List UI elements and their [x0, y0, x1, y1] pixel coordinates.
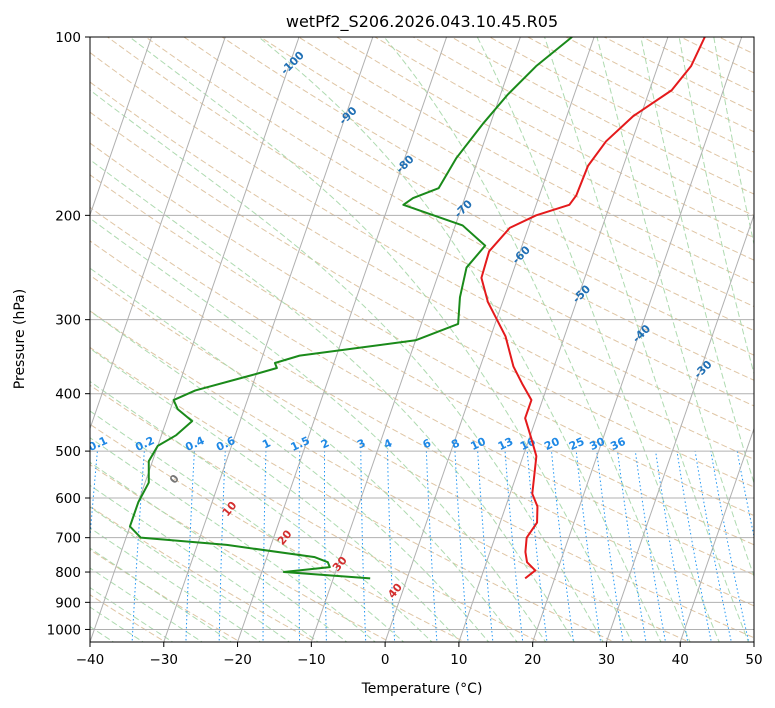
x-tick-label: 30 [598, 652, 615, 668]
isotherm [90, 37, 300, 642]
mixing-ratio-line [360, 451, 367, 642]
x-tick-label: −40 [76, 652, 105, 668]
isotherm [90, 37, 153, 217]
moist-adiabat [90, 267, 518, 642]
x-tick-label: 20 [524, 652, 541, 668]
dry-adiabat [90, 240, 754, 607]
y-tick-label: 600 [55, 491, 81, 507]
mixing-ratio-line [262, 451, 267, 642]
mixing-ratio-label: 20 [542, 435, 562, 453]
plot-frame [89, 36, 755, 643]
dewpoint-line [128, 37, 573, 580]
y-tick-label: 800 [55, 565, 81, 581]
mixing-ratio-label: 13 [496, 435, 515, 453]
isotherm [163, 37, 374, 642]
mixing-ratio-label: 25 [567, 435, 586, 453]
dry-adiabat [145, 37, 754, 381]
mixing-ratio-line [676, 451, 712, 642]
x-tick-label: 40 [672, 652, 689, 668]
mixing-ratio-line [710, 451, 750, 642]
mixing-ratio-line [634, 451, 667, 642]
y-tick-label: 700 [55, 531, 81, 547]
y-tick-label: 500 [55, 444, 81, 460]
isotherm [237, 37, 448, 642]
y-tick-label: 200 [55, 208, 81, 224]
sounding-series [128, 37, 706, 580]
dry-adiabat [90, 464, 391, 642]
mixing-ratio-label: 36 [608, 435, 628, 453]
y-tick-label: 900 [55, 595, 81, 611]
chart-title: wetPf2_S206.2026.043.10.45.R05 [286, 12, 558, 32]
y-tick-label: 400 [55, 387, 81, 403]
mixing-ratio-line [218, 451, 226, 642]
y-tick-label: 100 [55, 30, 81, 46]
mixing-ratio-label: 16 [518, 435, 538, 453]
moist-adiabat [596, 37, 754, 578]
x-axis-label: Temperature (°C) [361, 681, 483, 697]
dry-adiabat [90, 142, 754, 517]
temperature-line [480, 37, 706, 580]
x-tick-label: 50 [745, 652, 762, 668]
mixing-ratio-line [596, 451, 624, 642]
dry-adiabat [183, 37, 754, 356]
mixing-ratio-line [655, 451, 689, 642]
isotherm [90, 37, 226, 431]
x-axis: −40 −30 −20 −10 0 10 20 30 40 50 [76, 642, 763, 668]
isotherm [458, 37, 669, 642]
y-axis-label: Pressure (hPa) [12, 289, 28, 389]
mixing-ratio-line [185, 451, 195, 642]
isotherm [384, 37, 595, 642]
isotherm [310, 37, 521, 642]
isobars [90, 37, 754, 630]
mixing-ratio-line [298, 451, 301, 642]
mixing-ratio-line [324, 451, 327, 642]
moist-adiabat [640, 37, 754, 485]
isotherm [532, 37, 743, 642]
y-axis: 100 200 300 400 500 600 700 800 900 1000 [47, 30, 90, 638]
y-tick-label: 1000 [47, 622, 81, 638]
moist-adiabat [90, 380, 433, 642]
mixing-ratio-lines [90, 451, 754, 642]
x-tick-label: −10 [297, 652, 326, 668]
x-tick-label: 0 [381, 652, 390, 668]
y-tick-label: 300 [55, 313, 81, 329]
plot-area: -100-90-80-70-60-50-40-30-20-100.10.20.4… [90, 37, 754, 642]
mixing-ratio-label: 30 [588, 435, 608, 453]
x-tick-label: 10 [450, 652, 467, 668]
x-tick-label: −30 [150, 652, 179, 668]
mixing-ratio-line [736, 451, 754, 539]
isotherm [679, 426, 754, 642]
dry-adiabat [221, 37, 754, 332]
dry-adiabat [298, 37, 754, 284]
mixing-ratio-label: 10 [469, 435, 489, 453]
x-tick-label: −20 [223, 652, 252, 668]
mixing-ratio-line [694, 451, 732, 642]
mixing-ratio-line [617, 451, 647, 642]
isotherm [605, 213, 754, 642]
dry-adiabat [90, 206, 754, 576]
dry-adiabat [107, 37, 754, 407]
mixing-ratio-line [386, 451, 396, 642]
isotherms [90, 37, 754, 642]
dry-adiabat [90, 81, 754, 460]
